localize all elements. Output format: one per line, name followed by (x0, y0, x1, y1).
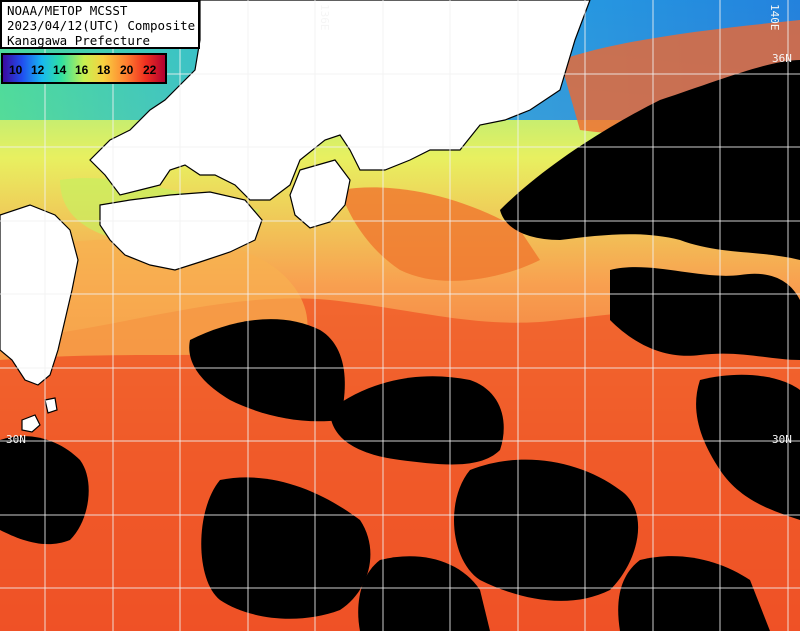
cloud-mask (0, 60, 800, 631)
landmass-kyushu (0, 204, 79, 386)
cloud-central (330, 376, 504, 465)
landmass-kii-peninsula (289, 159, 351, 229)
title-line-source: NOAA/METOP MCSST (7, 3, 128, 18)
island-yakushima (44, 397, 58, 414)
cloud-bottom (358, 556, 490, 631)
longitude-label-140e: 140E (768, 4, 781, 31)
latitude-label-36n: 36N (772, 52, 792, 65)
latitude-label-30n-left: 30N (6, 433, 26, 446)
cloud-central-west (189, 319, 345, 422)
cloud-southwest (201, 477, 371, 619)
cloud-east (610, 267, 800, 360)
cloud-bottom-east (618, 556, 770, 631)
latitude-label-30n-right: 30N (772, 433, 792, 446)
title-line-region: Kanagawa Prefecture (7, 33, 150, 48)
warm-tongue (340, 187, 540, 281)
legend-label: 14 (53, 63, 67, 77)
legend-label: 20 (120, 63, 134, 77)
title-line-date: 2023/04/12(UTC) Composite (7, 18, 196, 33)
longitude-label-136e: 136E (318, 4, 331, 31)
landmass-japan-main (89, 0, 591, 201)
legend-label: 10 (9, 63, 23, 77)
legend-label: 12 (31, 63, 45, 77)
cloud-southeast (696, 374, 800, 520)
cloud-west (0, 436, 89, 545)
temperature-legend: 10 12 14 16 18 20 22 (1, 53, 167, 84)
island-tanegashima (21, 414, 41, 433)
cloud-south-central (453, 459, 639, 601)
legend-label: 18 (97, 63, 111, 77)
legend-label: 22 (143, 63, 157, 77)
landmass-shikoku (99, 191, 263, 271)
legend-label: 16 (75, 63, 89, 77)
cloud-northeast (500, 60, 800, 260)
map-title-box: NOAA/METOP MCSST 2023/04/12(UTC) Composi… (0, 0, 200, 49)
